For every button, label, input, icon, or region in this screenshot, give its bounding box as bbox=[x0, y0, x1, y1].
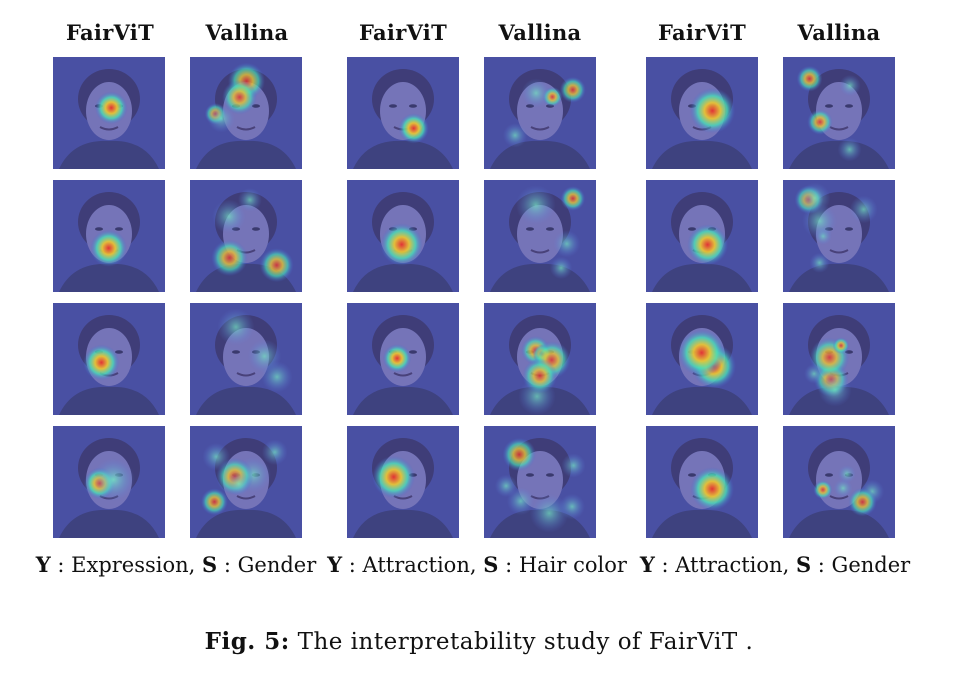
column-header-fairvit-1: FairViT bbox=[65, 20, 155, 45]
caption-y-symbol: Y bbox=[639, 552, 655, 577]
column-header-vallina-3: Vallina bbox=[797, 20, 881, 45]
attention-map-vallina-r1-c4 bbox=[484, 57, 596, 169]
caption-y-value: Expression bbox=[71, 553, 189, 577]
caption-y-value: Attraction bbox=[362, 553, 470, 577]
attention-map-fairvit-r1-c3 bbox=[347, 57, 459, 169]
attention-map-vallina-r2-c4 bbox=[484, 180, 596, 292]
caption-group-2: Y : Attraction, S : Hair color bbox=[327, 552, 627, 577]
attention-map-vallina-r4-c6 bbox=[783, 426, 895, 538]
attention-map-fairvit-r3-c3 bbox=[347, 303, 459, 415]
caption-s-value: Gender bbox=[831, 553, 911, 577]
attention-map-vallina-r1-c2 bbox=[190, 57, 302, 169]
column-header-vallina-1: Vallina bbox=[205, 20, 289, 45]
attention-map-vallina-r3-c2 bbox=[190, 303, 302, 415]
caption-group-3: Y : Attraction, S : Gender bbox=[639, 552, 911, 577]
attention-map-vallina-r4-c2 bbox=[190, 426, 302, 538]
attention-map-fairvit-r1-c1 bbox=[53, 57, 165, 169]
attention-map-fairvit-r2-c5 bbox=[646, 180, 758, 292]
caption-s-symbol: S bbox=[795, 552, 812, 577]
column-header-fairvit-3: FairViT bbox=[657, 20, 747, 45]
figure-caption: Fig. 5: The interpretability study of Fa… bbox=[0, 628, 958, 655]
attention-map-vallina-r2-c2 bbox=[190, 180, 302, 292]
attention-map-fairvit-r2-c3 bbox=[347, 180, 459, 292]
caption-y-symbol: Y bbox=[35, 552, 51, 577]
caption-y-symbol: Y bbox=[327, 552, 343, 577]
column-header-fairvit-2: FairViT bbox=[358, 20, 448, 45]
attention-map-vallina-r4-c4 bbox=[484, 426, 596, 538]
attention-map-fairvit-r2-c1 bbox=[53, 180, 165, 292]
caption-s-symbol: S bbox=[483, 552, 499, 577]
figure-text: The interpretability study of FairViT . bbox=[297, 629, 754, 655]
attention-map-fairvit-r3-c1 bbox=[53, 303, 165, 415]
attention-map-vallina-r2-c6 bbox=[783, 180, 895, 292]
figure-label: Fig. 5: bbox=[204, 628, 290, 655]
caption-group-1: Y : Expression, S : Gender bbox=[35, 552, 317, 577]
attention-map-fairvit-r4-c5 bbox=[646, 426, 758, 538]
attention-map-fairvit-r4-c3 bbox=[347, 426, 459, 538]
caption-y-value: Attraction bbox=[675, 553, 783, 577]
caption-s-value: Hair color bbox=[518, 553, 627, 577]
attention-map-fairvit-r1-c5 bbox=[646, 57, 758, 169]
attention-map-vallina-r1-c6 bbox=[783, 57, 895, 169]
attention-map-fairvit-r3-c5 bbox=[646, 303, 758, 415]
caption-s-symbol: S bbox=[202, 552, 218, 577]
caption-s-value: Gender bbox=[237, 553, 317, 577]
attention-map-vallina-r3-c6 bbox=[783, 303, 895, 415]
attention-map-fairvit-r4-c1 bbox=[53, 426, 165, 538]
column-header-vallina-2: Vallina bbox=[498, 20, 582, 45]
attention-map-vallina-r3-c4 bbox=[484, 303, 596, 415]
